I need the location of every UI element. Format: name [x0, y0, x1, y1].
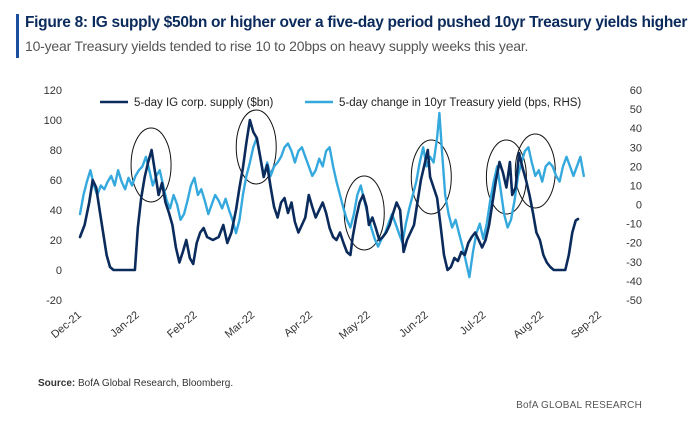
highlight-ellipse	[410, 139, 452, 215]
right-axis-tick-label: 30	[630, 142, 642, 154]
right-axis-tick-label: 40	[630, 123, 642, 135]
legend-label: 5-day change in 10yr Treasury yield (bps…	[339, 97, 581, 109]
right-axis-tick-label: 20	[630, 161, 642, 173]
highlight-ellipse	[514, 133, 556, 209]
x-axis-tick-label: Jul-22	[458, 309, 489, 337]
x-axis-tick-label: Feb-22	[165, 309, 199, 341]
right-axis-tick-label: -40	[626, 276, 642, 288]
right-axis-tick-label: 50	[630, 104, 642, 116]
left-axis-tick-label: 100	[44, 115, 62, 127]
left-axis-tick-label: 120	[44, 85, 62, 97]
x-axis-tick-label: Jan-22	[108, 309, 141, 340]
source-text: BofA Global Research, Bloomberg.	[75, 378, 234, 389]
title-accent-bar	[16, 14, 19, 58]
right-axis-tick-label: -10	[626, 219, 642, 231]
source-note: Source: BofA Global Research, Bloomberg.	[38, 378, 233, 389]
x-axis-tick-label: May-22	[337, 309, 373, 342]
chart-title: Figure 8: IG supply $50bn or higher over…	[25, 14, 688, 31]
highlight-ellipse	[130, 127, 172, 203]
left-axis-tick-label: 40	[50, 205, 62, 217]
ig-supply-line	[78, 118, 580, 272]
left-axis-tick-label: 0	[56, 265, 62, 277]
x-axis-tick-label: Jun-22	[397, 309, 430, 340]
left-axis-tick-label: 80	[50, 145, 62, 157]
x-axis-tick-label: Dec-21	[49, 309, 84, 341]
right-axis-tick-label: -50	[626, 295, 642, 307]
left-axis-ticks: -20 0 20 40 60 80 100 120	[44, 85, 62, 307]
x-axis-ticks: Dec-21 Jan-22 Feb-22 Mar-22 Apr-22 May-22 Jun-…	[49, 309, 604, 342]
right-axis-ticks: -50 -40 -30 -20 -10 0 10 20 30 40 50 60	[626, 85, 642, 307]
right-axis-tick-label: -30	[626, 257, 642, 269]
highlight-ellipses	[130, 109, 556, 251]
brand-footer: BofA GLOBAL RESEARCH	[516, 400, 642, 411]
series-layer	[78, 111, 585, 279]
x-axis-tick-label: Mar-22	[223, 309, 257, 341]
x-axis-tick-label: Sep-22	[569, 309, 604, 341]
treasury-yield-change-line	[78, 111, 585, 279]
highlight-ellipse	[235, 109, 277, 185]
right-axis-tick-label: 60	[630, 85, 642, 97]
x-axis-tick-label: Aug-22	[511, 309, 546, 341]
right-axis-tick-label: 10	[630, 180, 642, 192]
left-axis-tick-label: 20	[50, 235, 62, 247]
legend-label: 5-day IG corp. supply ($bn)	[134, 97, 274, 109]
source-label: Source:	[38, 378, 76, 389]
left-axis-tick-label: 60	[50, 175, 62, 187]
legend: 5-day IG corp. supply ($bn) 5-day change …	[100, 97, 581, 109]
x-axis-tick-label: Apr-22	[282, 309, 315, 339]
right-axis-tick-label: 0	[636, 200, 642, 212]
right-axis-tick-label: -20	[626, 238, 642, 250]
left-axis-tick-label: -20	[46, 295, 62, 307]
chart-subtitle: 10-year Treasury yields tended to rise 1…	[25, 38, 529, 54]
